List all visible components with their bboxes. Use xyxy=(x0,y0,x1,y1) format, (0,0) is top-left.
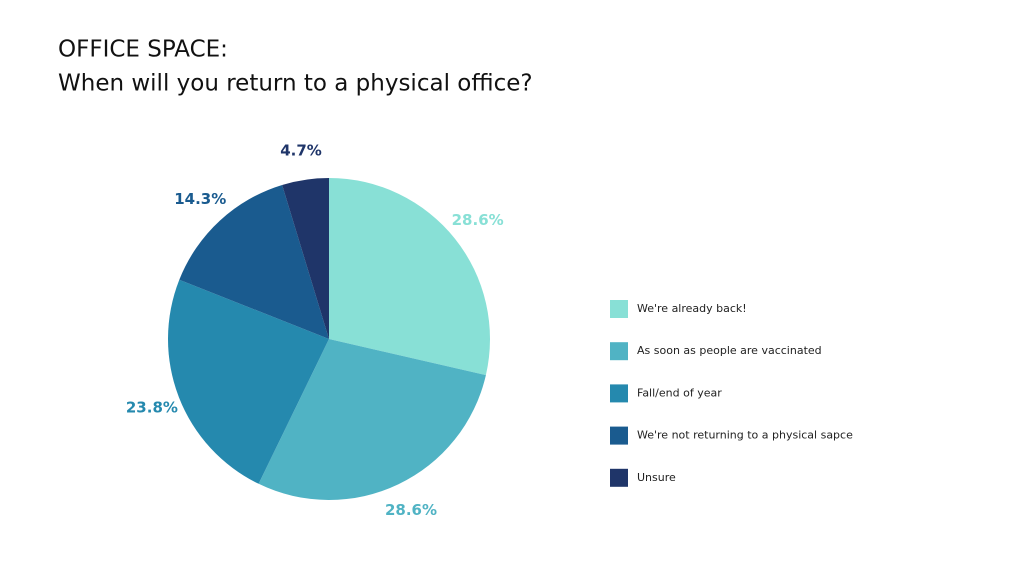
pie-slice xyxy=(168,279,329,484)
legend-swatch xyxy=(610,300,628,318)
legend-label: We're already back! xyxy=(637,302,747,315)
value-label: 23.8% xyxy=(126,398,178,416)
legend-label: We're not returning to a physical sapce xyxy=(637,429,853,442)
legend-swatch xyxy=(610,384,628,403)
legend-swatch xyxy=(610,426,628,445)
legend-swatch xyxy=(610,342,628,361)
value-label: 4.7% xyxy=(280,142,322,160)
legend-label: Fall/end of year xyxy=(637,386,722,399)
value-label: 14.3% xyxy=(174,190,226,208)
pie-slice xyxy=(282,178,329,339)
pie-slice xyxy=(329,178,490,376)
pie-slice xyxy=(258,339,486,500)
legend-swatch xyxy=(610,468,628,487)
legend-label: Unsure xyxy=(637,471,676,484)
value-label: 28.6% xyxy=(385,501,437,519)
legend-label: As soon as people are vaccinated xyxy=(637,344,822,357)
value-label: 28.6% xyxy=(452,211,504,229)
chart-subtitle: When will you return to a physical offic… xyxy=(58,71,533,97)
pie-slice xyxy=(179,184,329,339)
chart-title: OFFICE SPACE: xyxy=(58,37,228,63)
